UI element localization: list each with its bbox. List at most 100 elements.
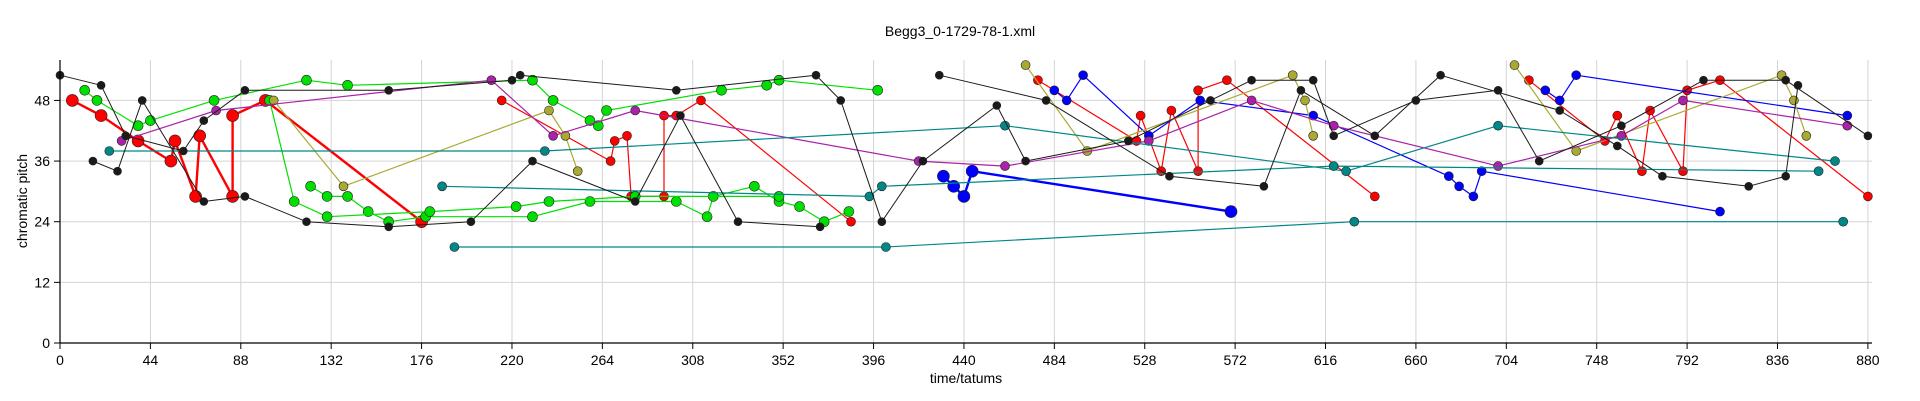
note-point [1370,191,1380,202]
note-point [1493,86,1503,95]
note-point [1793,81,1803,90]
note-point [1555,106,1564,115]
note-point [1813,166,1824,176]
x-tick-label: 616 [1314,352,1338,368]
y-tick-label: 12 [34,274,50,290]
y-axis-title: chromatic pitch [14,154,30,248]
note-point [1781,75,1790,85]
note-point [1444,171,1454,181]
note-point [584,196,596,207]
note-point [1033,75,1043,85]
note-point [342,80,353,91]
x-tick-label: 44 [143,352,159,368]
note-point [918,156,928,166]
note-point [1678,166,1688,176]
x-tick-label: 660 [1404,352,1428,368]
note-point [1021,156,1030,166]
note-point [1493,120,1503,131]
voice-series [449,216,1848,252]
note-point [1781,171,1790,181]
note-point [1061,95,1072,106]
voice-series [268,95,583,192]
note-point [965,164,979,178]
note-point [1000,120,1010,131]
note-point [1259,182,1269,191]
voice-line [84,79,878,127]
note-point [496,95,507,106]
chart-title: Begg3_0-1729-78-1.xml [885,23,1035,39]
note-point [1222,75,1232,85]
note-point [1534,156,1544,166]
x-tick-label: 264 [591,352,615,368]
note-point [384,86,394,95]
voice-series [1020,60,1318,156]
voice-series [88,96,825,232]
note-point [79,85,90,96]
note-point [1571,70,1581,80]
note-point [1454,181,1464,192]
note-point [486,75,497,85]
note-point [1789,95,1799,106]
note-point [1370,131,1380,141]
note-point [321,191,333,202]
note-point [1863,191,1873,202]
axes [59,60,1872,344]
note-point [622,131,632,141]
voice-line [1544,74,1848,117]
note-point [1468,191,1479,202]
note-point [605,156,616,166]
note-point [1287,70,1298,80]
note-point [193,129,206,143]
note-point [1699,75,1708,85]
note-point [836,96,846,105]
note-point [934,70,944,80]
note-point [1193,166,1203,176]
note-point [288,196,300,207]
note-point [1193,85,1203,96]
note-point [1296,86,1306,95]
note-point [937,169,950,183]
note-point [515,70,525,80]
note-point [1195,95,1205,106]
note-point [572,166,583,176]
note-point [696,95,706,106]
note-point [137,96,147,105]
note-point [66,94,79,107]
note-point [843,206,855,217]
voice-series [55,70,1873,226]
note-point [671,86,681,95]
y-ticks: 0 12 24 36 48 [34,92,60,351]
note-point [609,136,620,146]
note-point [1341,166,1351,176]
note-point [872,85,884,96]
voice-series [1540,70,1853,121]
note-point [1617,121,1626,130]
note-point [305,181,316,192]
note-point [302,217,311,226]
note-point [384,222,394,232]
note-point [1206,96,1215,105]
note-point [1020,60,1031,70]
note-point [560,131,571,141]
voice-series [934,70,1803,191]
series-layer [55,60,1873,252]
x-tick-label: 440 [952,352,976,368]
note-point [877,217,887,226]
note-point [601,105,612,116]
note-point [1124,136,1133,146]
note-point [268,95,279,106]
voice-line [442,165,1819,197]
voice-line [454,221,1844,248]
note-point [1645,105,1655,116]
note-point [815,222,825,232]
note-point [1838,216,1848,227]
note-point [338,181,349,192]
note-point [1744,182,1753,191]
note-point [733,217,743,226]
note-point [91,95,103,106]
note-point [527,211,538,222]
x-ticks: 0 44 88 132 176 220 264 308 352 396 440 484 528 572 61… [56,343,1880,368]
voice-series [1509,60,1812,156]
note-point [543,196,555,207]
note-point [528,156,537,166]
